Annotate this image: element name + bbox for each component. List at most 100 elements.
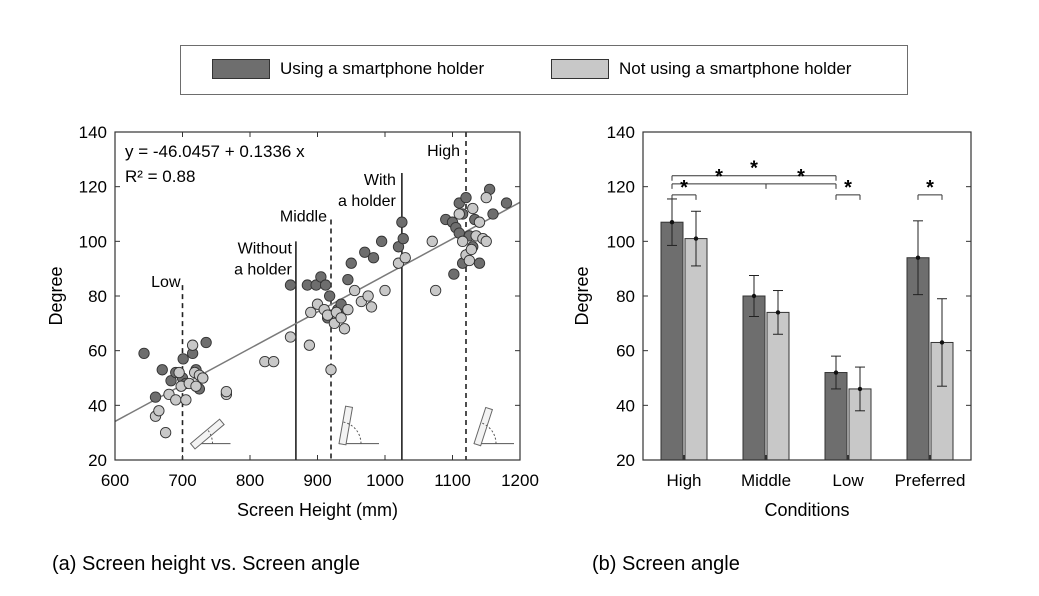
data-point-using-holder — [156, 364, 168, 376]
significance-star: * — [680, 177, 688, 199]
r-squared: R² = 0.88 — [125, 167, 195, 186]
significance-star: * — [797, 166, 805, 188]
data-point-using-holder — [473, 257, 486, 269]
y-tick-label: 120 — [79, 178, 107, 197]
mean-dot — [775, 310, 781, 315]
bar-using-holder — [660, 221, 684, 461]
data-point-not-using-holder — [159, 427, 172, 439]
data-point-using-holder — [149, 391, 162, 403]
data-point-not-using-holder — [180, 394, 192, 406]
data-point-not-using-holder — [467, 202, 479, 215]
data-point-not-using-holder — [365, 301, 378, 313]
data-point-using-holder — [284, 279, 297, 291]
mean-dot — [915, 255, 921, 260]
caption-b: (b) Screen angle — [592, 553, 740, 575]
mean-dot — [751, 293, 757, 299]
data-point-not-using-holder — [453, 208, 465, 220]
bar-not-using-holder — [684, 238, 708, 461]
data-point-using-holder — [359, 246, 371, 258]
data-point-not-using-holder — [429, 284, 442, 297]
significance-star: * — [750, 158, 758, 180]
data-point-using-holder — [345, 257, 357, 269]
x-tick-label: Middle — [741, 471, 791, 490]
significance-bracket: * — [835, 177, 861, 200]
phone-angle-icon — [338, 405, 379, 446]
legend-label: Using a smartphone holder — [280, 59, 485, 78]
y-axis-label: Degree — [46, 266, 66, 325]
data-point-not-using-holder — [379, 284, 391, 297]
phone-angle-icon — [189, 418, 231, 450]
y-axis-label: Degree — [572, 266, 592, 325]
x-tick-label: 1200 — [501, 471, 539, 490]
data-point-not-using-holder — [338, 323, 351, 335]
data-point-using-holder — [200, 336, 212, 349]
data-point-using-holder — [177, 353, 189, 365]
data-point-using-holder — [487, 208, 499, 220]
data-point-not-using-holder — [305, 306, 317, 319]
data-point-using-holder — [342, 273, 354, 286]
data-point-not-using-holder — [325, 364, 337, 376]
legend-label: Not using a smartphone holder — [619, 59, 852, 78]
data-point-not-using-holder — [473, 216, 486, 228]
significance-bracket: * — [917, 177, 943, 200]
data-point-not-using-holder — [284, 331, 297, 343]
data-point-not-using-holder — [197, 372, 209, 384]
y-tick-label: 20 — [616, 451, 635, 470]
data-point-not-using-holder — [220, 386, 233, 398]
significance-bracket: * — [671, 177, 697, 200]
y-tick-label: 100 — [79, 232, 107, 251]
legend: Using a smartphone holder Not using a sm… — [180, 45, 908, 95]
x-tick-label: High — [667, 471, 702, 490]
mean-dot — [669, 220, 675, 225]
y-tick-label: 100 — [607, 232, 635, 251]
data-point-using-holder — [500, 197, 513, 209]
data-point-not-using-holder — [170, 394, 182, 406]
scatter-chart: 600 700 800 900 1000 1100 1200 20 40 60 80 100 120 14… — [46, 123, 539, 520]
reference-line-label: Without — [238, 240, 293, 257]
data-point-using-holder — [138, 347, 150, 360]
bar-using-holder — [742, 295, 766, 461]
data-point-using-holder — [397, 232, 409, 245]
data-point-not-using-holder — [399, 252, 411, 264]
legend-swatch-dark — [212, 59, 270, 79]
y-tick-label: 40 — [88, 396, 107, 415]
data-point-not-using-holder — [348, 284, 361, 297]
y-tick-label: 60 — [88, 342, 107, 361]
icon-angle-arc — [480, 422, 497, 444]
caption-a: (a) Screen height vs. Screen angle — [52, 553, 360, 575]
icon-angle-arc — [206, 429, 213, 444]
x-tick-label: 700 — [168, 471, 196, 490]
data-point-not-using-holder — [153, 405, 165, 417]
data-point-not-using-holder — [480, 235, 492, 247]
data-point-using-holder — [319, 279, 332, 291]
data-point-not-using-holder — [463, 254, 476, 267]
data-point-not-using-holder — [303, 339, 316, 351]
significance-bracket: * * — [671, 166, 837, 189]
x-tick-label: Low — [832, 471, 864, 490]
data-point-using-holder — [460, 191, 472, 204]
x-tick-label: 800 — [236, 471, 264, 490]
legend-item-not-using-holder: Not using a smartphone holder — [551, 59, 851, 79]
mean-dot — [939, 340, 945, 345]
data-point-using-holder — [448, 268, 460, 280]
data-point-using-holder — [323, 290, 336, 302]
significance-star: * — [844, 177, 852, 199]
x-tick-label: 600 — [101, 471, 129, 490]
y-tick-label: 120 — [607, 178, 635, 197]
y-tick-label: 60 — [616, 342, 635, 361]
data-point-not-using-holder — [186, 339, 199, 351]
data-point-not-using-holder — [335, 312, 347, 324]
x-axis-label: Conditions — [764, 500, 849, 520]
data-point-not-using-holder — [190, 380, 202, 392]
x-tick-label: 900 — [303, 471, 331, 490]
x-tick-label: 1000 — [366, 471, 404, 490]
data-point-not-using-holder — [173, 366, 185, 379]
data-point-using-holder — [396, 216, 408, 228]
reference-line-label: Low — [151, 274, 181, 291]
x-tick-label: 1100 — [434, 471, 471, 490]
data-point-not-using-holder — [362, 290, 374, 302]
significance-star: * — [715, 166, 723, 188]
data-point-not-using-holder — [426, 235, 438, 247]
reference-line-label: a holder — [338, 193, 396, 210]
significance-bracket: * — [671, 158, 837, 181]
